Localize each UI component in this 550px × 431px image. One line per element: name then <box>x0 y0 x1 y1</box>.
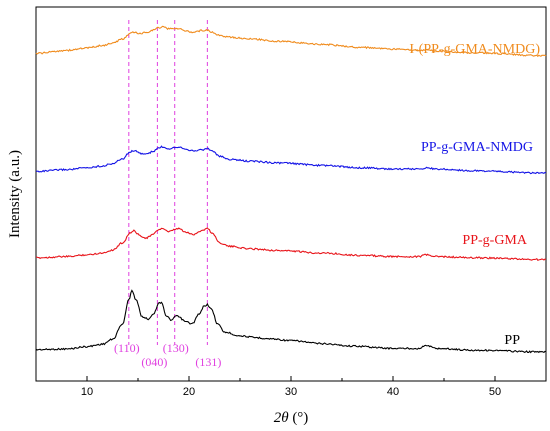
series-labels: PP PP-g-GMA PP-g-GMA-NMDG I-(PP-g-GMA-NMDG) <box>409 42 540 348</box>
plot-frame <box>35 6 547 382</box>
x-axis-ticks: 10 20 30 40 50 <box>35 376 547 398</box>
series-label: PP <box>504 333 520 348</box>
series-line <box>35 289 547 354</box>
peak-labels: (110)(040)(130) (131) <box>114 341 221 369</box>
series-label: PP-g-GMA <box>462 233 527 248</box>
peak-label: (040) <box>141 355 167 369</box>
x-tick-label: 20 <box>183 386 195 398</box>
peak-label: (130) <box>163 341 189 355</box>
x-tick-label: 10 <box>81 386 93 398</box>
series-line <box>35 227 547 261</box>
x-tick-label: 50 <box>489 386 501 398</box>
y-axis-title: Intensity (a.u.) <box>7 150 23 238</box>
peak-label: (131) <box>195 355 221 369</box>
x-tick-label: 30 <box>285 386 297 398</box>
peak-marker-lines <box>128 20 208 345</box>
series-line <box>35 145 547 175</box>
series-line <box>35 25 547 58</box>
x-axis-title: 2θ (°) <box>274 410 309 426</box>
x-tick-label: 40 <box>387 386 399 398</box>
peak-label: (110) <box>114 341 140 355</box>
series-label: PP-g-GMA-NMDG <box>421 140 533 155</box>
series-lines <box>35 25 547 354</box>
series-label: I-(PP-g-GMA-NMDG) <box>409 42 540 57</box>
